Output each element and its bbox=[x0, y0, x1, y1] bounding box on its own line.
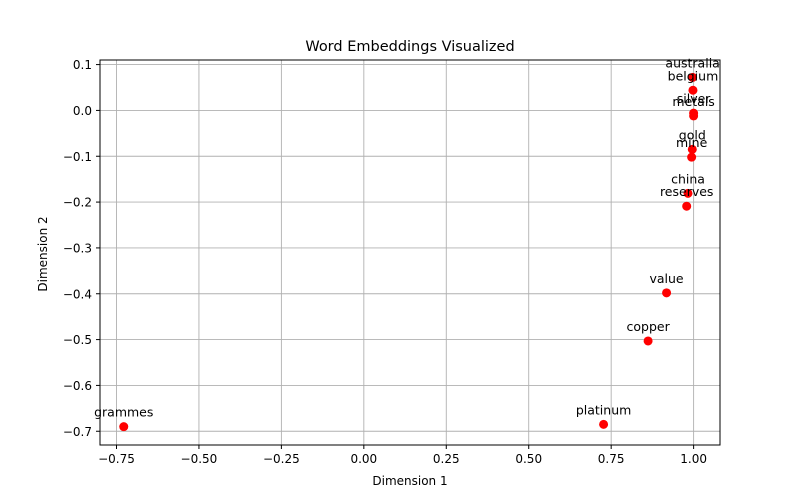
y-tick-label: −0.1 bbox=[63, 150, 92, 164]
y-tick-label: −0.6 bbox=[63, 379, 92, 393]
point-label: australia bbox=[665, 55, 719, 70]
data-point bbox=[688, 72, 698, 82]
y-tick-label: −0.7 bbox=[63, 425, 92, 439]
x-tick-label: 1.00 bbox=[680, 452, 707, 466]
point-label: china bbox=[671, 171, 705, 186]
y-tick-label: −0.3 bbox=[63, 241, 92, 255]
data-point bbox=[643, 336, 653, 346]
y-axis-ticks: 0.1 0.0 −0.1 −0.2 −0.3 −0.4 −0.5 −0.6 −0.7 bbox=[63, 58, 100, 439]
point-label: grammes bbox=[94, 405, 153, 420]
data-point bbox=[683, 188, 693, 198]
data-point bbox=[119, 422, 129, 432]
point-label: value bbox=[649, 271, 683, 286]
point-label: metals bbox=[672, 94, 714, 109]
x-tick-label: 0.00 bbox=[350, 452, 377, 466]
plot-area-frame bbox=[99, 59, 721, 446]
data-point bbox=[688, 85, 698, 95]
y-tick-label: 0.1 bbox=[73, 58, 92, 72]
data-point bbox=[687, 144, 697, 154]
point-label: copper bbox=[626, 319, 670, 334]
x-tick-label: −0.25 bbox=[263, 452, 300, 466]
point-label: platinum bbox=[576, 402, 631, 417]
y-axis-label: Dimension 2 bbox=[36, 216, 50, 291]
point-label: mine bbox=[676, 135, 708, 150]
y-tick-label: −0.4 bbox=[63, 287, 92, 301]
point-label: reserves bbox=[660, 184, 714, 199]
x-tick-label: 0.50 bbox=[515, 452, 542, 466]
x-tick-label: 0.75 bbox=[598, 452, 625, 466]
data-point bbox=[599, 419, 609, 429]
y-tick-label: −0.2 bbox=[63, 196, 92, 210]
x-tick-label: −0.75 bbox=[98, 452, 135, 466]
y-tick-label: 0.0 bbox=[73, 104, 92, 118]
data-point bbox=[662, 288, 672, 298]
point-label: silver bbox=[677, 91, 712, 106]
data-point bbox=[689, 111, 699, 121]
point-label: belgium bbox=[668, 68, 719, 83]
y-tick-label: −0.5 bbox=[63, 333, 92, 347]
x-axis-label: Dimension 1 bbox=[372, 474, 447, 488]
x-tick-label: 0.25 bbox=[433, 452, 460, 466]
data-point bbox=[687, 152, 697, 162]
data-point bbox=[682, 201, 692, 211]
chart-title: Word Embeddings Visualized bbox=[305, 39, 514, 55]
point-label: gold bbox=[679, 127, 706, 142]
x-tick-label: −0.50 bbox=[181, 452, 218, 466]
grid-lines bbox=[100, 60, 720, 445]
x-axis-ticks: −0.75 −0.50 −0.25 0.00 0.25 0.50 0.75 1.00 bbox=[98, 445, 707, 466]
data-points bbox=[119, 72, 699, 432]
